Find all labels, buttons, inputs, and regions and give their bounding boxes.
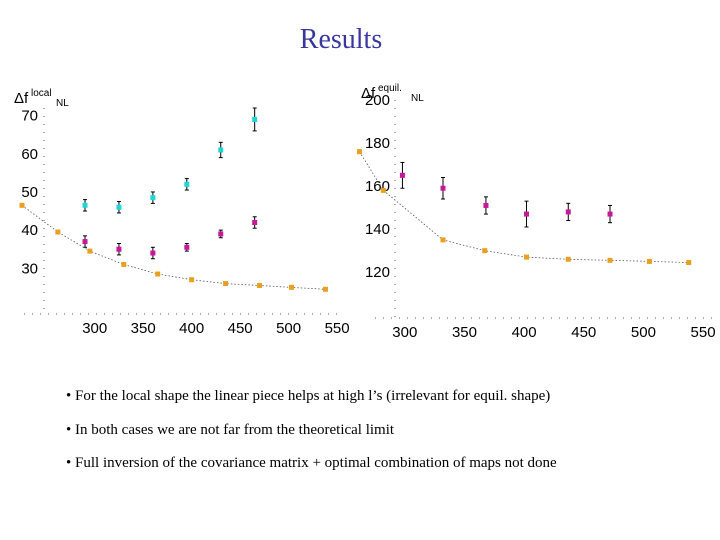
- right-ylabel-main: Δf: [361, 85, 376, 102]
- left-limit-point: [289, 284, 295, 290]
- left-x-tick-label: 550: [325, 320, 350, 337]
- bullet-list: • For the local shape the linear piece h…: [66, 388, 706, 489]
- left-limit-curve: [21, 204, 326, 290]
- right-limit-point: [356, 149, 362, 155]
- left-x-tick-label: 300: [82, 320, 107, 337]
- left-limit-point: [257, 282, 263, 288]
- right-x-tick-label: 450: [571, 324, 596, 341]
- left-magenta-point: [184, 244, 190, 250]
- right-limit-point: [380, 187, 386, 193]
- left-y-tick-label: 30: [21, 260, 38, 277]
- right-limit-point: [565, 256, 571, 262]
- left-y-tick-label: 60: [21, 146, 38, 163]
- left-limit-point: [189, 277, 195, 283]
- left-magenta-point: [116, 246, 122, 252]
- left-limit-point: [155, 271, 161, 277]
- right-limit-point: [524, 254, 530, 260]
- slide-title: Results: [299, 24, 383, 55]
- left-limit-point: [322, 286, 328, 292]
- left-limit-point: [223, 281, 229, 287]
- left-limit-point: [87, 248, 93, 254]
- bullet-mark: •: [66, 421, 72, 438]
- left-cyan-point: [184, 181, 190, 187]
- right-x-tick-label: 550: [691, 324, 716, 341]
- right-magenta-point: [565, 209, 571, 215]
- right-magenta-point: [524, 211, 530, 217]
- right-magenta-point: [483, 202, 489, 208]
- left-ylabel-main: Δf: [14, 90, 29, 107]
- left-ylabel-sub: NL: [56, 98, 69, 109]
- right-limit-point: [607, 257, 613, 263]
- right-ylabel-sup: equil.: [378, 83, 402, 94]
- right-limit-point: [646, 258, 652, 264]
- bullet-mark: •: [66, 455, 72, 471]
- left-magenta-point: [252, 219, 258, 225]
- bullet-item: • For the local shape the linear piece h…: [66, 388, 706, 405]
- left-limit-point: [121, 261, 127, 267]
- left-x-tick-label: 400: [179, 320, 204, 337]
- left-cyan-point: [150, 195, 156, 201]
- left-x-tick-label: 500: [276, 320, 301, 337]
- right-y-tick-label: 140: [365, 221, 390, 238]
- right-magenta-point: [399, 172, 405, 178]
- left-x-tick-label: 450: [228, 320, 253, 337]
- charts-area: Δf local NL Δf equil. NL 30 40 50 60 70 300 35…: [14, 83, 716, 341]
- bullet-mark: •: [66, 388, 72, 404]
- right-x-tick-label: 300: [392, 324, 417, 341]
- right-magenta-point: [607, 211, 613, 217]
- left-limit-point: [55, 229, 61, 235]
- left-ylabel-sup: local: [31, 88, 52, 99]
- right-y-tick-label: 200: [365, 92, 390, 109]
- left-limit-point: [19, 202, 25, 208]
- right-y-tick-label: 180: [365, 135, 390, 152]
- right-limit-curve: [359, 151, 689, 263]
- left-magenta-point: [218, 231, 224, 237]
- left-cyan-point: [252, 116, 258, 122]
- left-magenta-point: [150, 250, 156, 256]
- right-limit-point: [440, 237, 446, 243]
- left-y-tick-label: 70: [21, 108, 38, 125]
- bullet-text: In both cases we are not far from the th…: [75, 421, 395, 438]
- left-y-tick-label: 40: [21, 222, 38, 239]
- left-magenta-point: [82, 239, 88, 245]
- bullet-text: For the local shape the linear piece hel…: [75, 388, 551, 404]
- right-x-tick-label: 400: [512, 324, 537, 341]
- right-limit-point: [482, 248, 488, 254]
- left-x-tick-label: 350: [131, 320, 156, 337]
- right-ylabel-sub: NL: [411, 93, 424, 104]
- right-x-tick-label: 500: [631, 324, 656, 341]
- right-x-tick-label: 350: [452, 324, 477, 341]
- left-cyan-point: [82, 202, 88, 208]
- left-y-tick-label: 50: [21, 184, 38, 201]
- left-cyan-point: [218, 147, 224, 153]
- right-magenta-point: [440, 185, 446, 191]
- bullet-item: • Full inversion of the covariance matri…: [66, 455, 706, 472]
- right-y-tick-label: 120: [365, 264, 390, 281]
- right-limit-point: [686, 259, 692, 265]
- left-cyan-point: [116, 204, 122, 210]
- bullet-item: • In both cases we are not far from the …: [66, 422, 706, 439]
- bullet-text: Full inversion of the covariance matrix …: [75, 455, 557, 471]
